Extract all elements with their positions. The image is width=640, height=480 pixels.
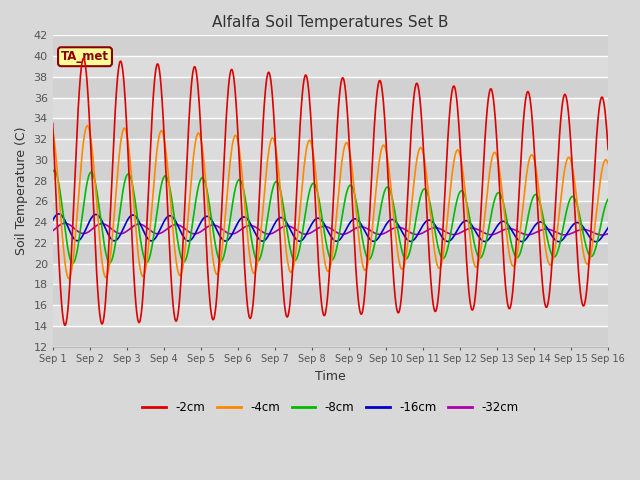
Bar bbox=[52, 139, 608, 160]
Bar bbox=[52, 305, 608, 326]
Bar bbox=[52, 201, 608, 222]
Bar bbox=[52, 36, 608, 56]
Bar bbox=[52, 97, 608, 118]
Bar bbox=[52, 56, 608, 77]
Bar bbox=[52, 77, 608, 97]
Bar bbox=[52, 118, 608, 139]
X-axis label: Time: Time bbox=[315, 370, 346, 383]
Bar bbox=[52, 284, 608, 305]
Bar bbox=[52, 243, 608, 264]
Bar bbox=[52, 326, 608, 347]
Legend: -2cm, -4cm, -8cm, -16cm, -32cm: -2cm, -4cm, -8cm, -16cm, -32cm bbox=[138, 396, 523, 419]
Title: Alfalfa Soil Temperatures Set B: Alfalfa Soil Temperatures Set B bbox=[212, 15, 449, 30]
Y-axis label: Soil Temperature (C): Soil Temperature (C) bbox=[15, 127, 28, 255]
Bar bbox=[52, 180, 608, 201]
Bar bbox=[52, 264, 608, 284]
Bar bbox=[52, 222, 608, 243]
Bar bbox=[52, 160, 608, 180]
Text: TA_met: TA_met bbox=[61, 50, 109, 63]
